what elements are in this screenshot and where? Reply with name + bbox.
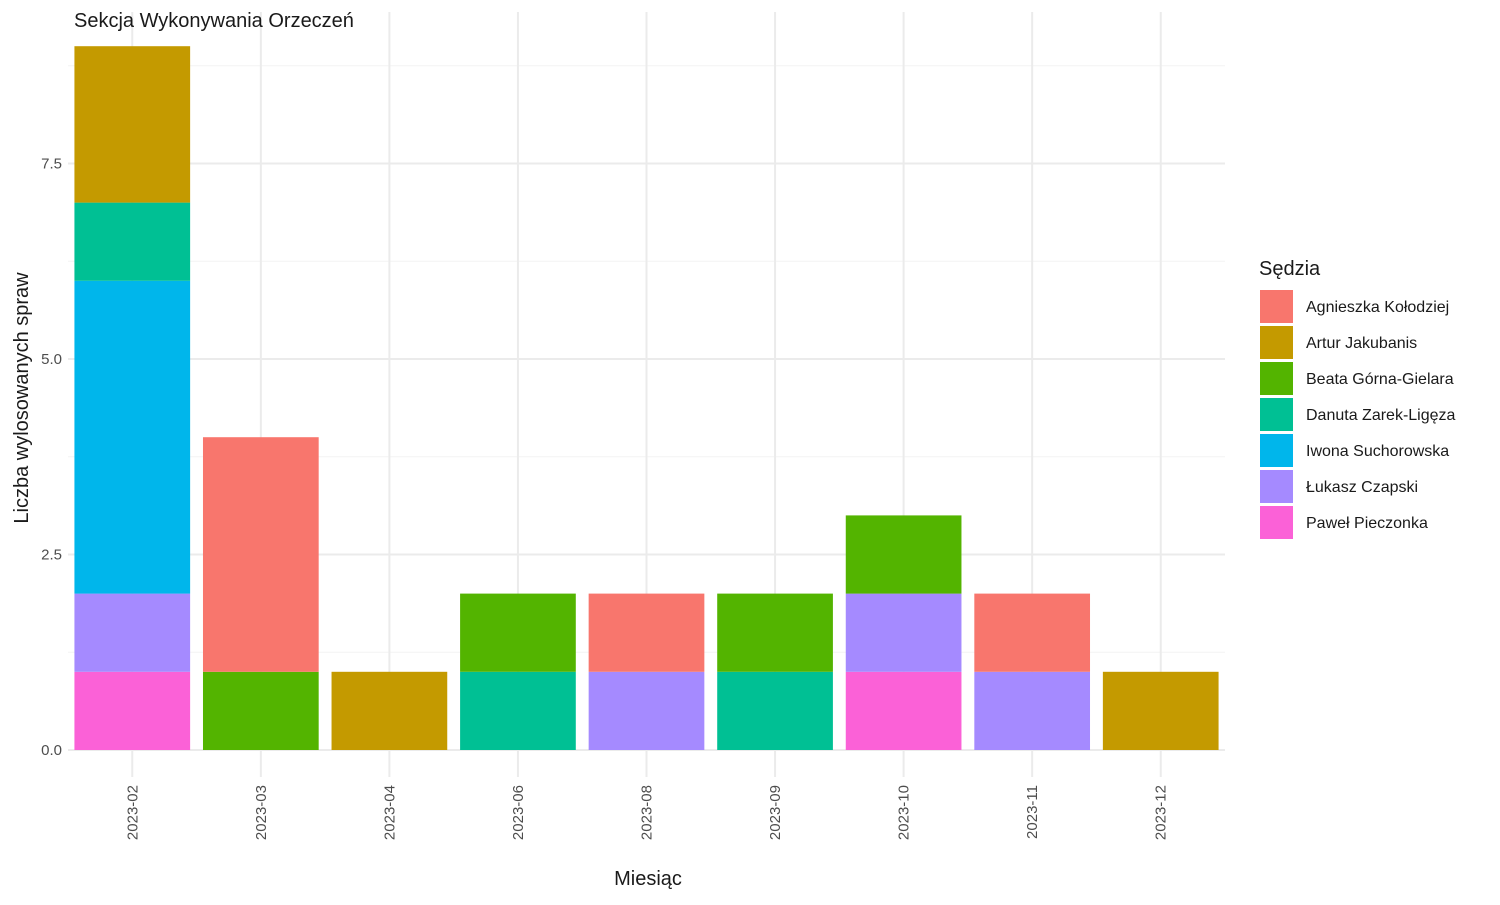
y-axis-title: Liczba wylosowanych spraw: [11, 272, 33, 524]
x-tick-label: 2023-10: [896, 785, 913, 840]
legend-label: Danuta Zarek-Ligęza: [1306, 407, 1456, 424]
legend-key: [1260, 398, 1293, 431]
x-tick-label: 2023-02: [124, 785, 141, 840]
axis-ticks: 0.0 2.5 5.0 7.5 2023-02 2023-03 2023-04 2023-06…: [41, 156, 1170, 841]
x-tick-label: 2023-08: [639, 785, 656, 840]
x-tick-label: 2023-04: [381, 785, 398, 840]
bar-segment: [845, 671, 962, 750]
chart-title: Sekcja Wykonywania Orzeczeń: [74, 10, 354, 32]
legend-key: [1260, 362, 1293, 395]
bar-segment: [845, 593, 962, 672]
bar-segment: [717, 671, 833, 750]
bar-segment: [460, 593, 576, 672]
bar-segment: [74, 593, 191, 672]
bar-segment: [74, 671, 191, 750]
legend-key: [1260, 434, 1293, 467]
legend-key: [1260, 470, 1293, 503]
legend-key: [1260, 290, 1293, 323]
bar-segment: [588, 593, 705, 672]
x-tick-label: 2023-09: [767, 785, 784, 840]
legend-label: Iwona Suchorowska: [1306, 443, 1449, 460]
bar-segment: [460, 671, 576, 750]
bar-segment: [845, 515, 962, 594]
legend-label: Beata Górna-Gielara: [1306, 371, 1454, 388]
bar-segment: [974, 671, 1091, 750]
x-tick-label: 2023-11: [1024, 785, 1041, 839]
bar-segment: [74, 280, 191, 594]
y-tick-label: 2.5: [41, 547, 62, 564]
bar-segment: [974, 593, 1091, 672]
x-tick-label: 2023-06: [510, 785, 527, 840]
bar-segment: [74, 46, 191, 203]
y-tick-label: 5.0: [41, 351, 62, 368]
y-tick-label: 7.5: [41, 156, 62, 173]
legend-label: Artur Jakubanis: [1306, 335, 1417, 352]
bar-segment: [202, 671, 319, 750]
legend-label: Agnieszka Kołodziej: [1306, 299, 1449, 316]
x-tick-label: 2023-03: [253, 785, 270, 840]
legend: Sędzia Agnieszka Kołodziej Artur Jakubani…: [1259, 258, 1456, 539]
legend-key: [1260, 506, 1293, 539]
bar-segment: [202, 437, 319, 672]
bar-segment: [74, 202, 191, 281]
legend-label: Paweł Pieczonka: [1306, 515, 1428, 532]
x-tick-label: 2023-12: [1153, 785, 1170, 840]
bar-segment: [331, 671, 448, 750]
legend-title: Sędzia: [1259, 258, 1321, 280]
bars: [74, 46, 1219, 750]
y-tick-label: 0.0: [41, 742, 62, 759]
x-axis-title: Miesiąc: [614, 868, 682, 890]
legend-label: Łukasz Czapski: [1306, 479, 1418, 496]
bar-segment: [717, 593, 833, 672]
bar-segment: [1102, 671, 1219, 750]
legend-key: [1260, 326, 1293, 359]
bar-segment: [588, 671, 705, 750]
